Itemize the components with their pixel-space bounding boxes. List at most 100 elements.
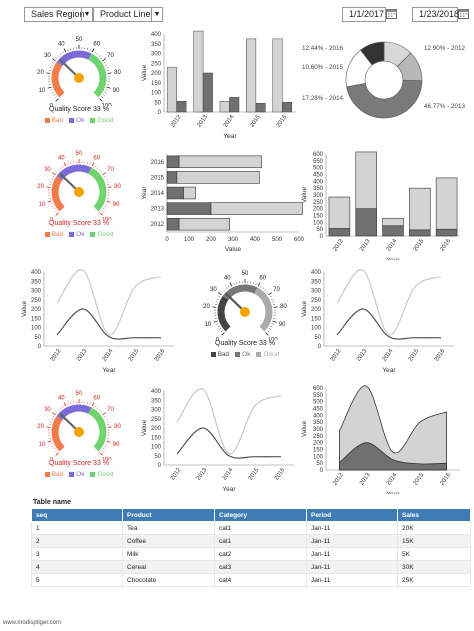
- x-tick-label: 2016: [439, 238, 452, 253]
- x-tick-label: 200: [206, 237, 217, 243]
- bar: [166, 202, 212, 215]
- line-chart: 0 50 100 150 200 250 300 350 400 2012 2013 2014 2015…: [141, 388, 294, 493]
- gauge-tick: [221, 332, 225, 336]
- y-tick-label: 2013: [151, 207, 165, 213]
- y-tick-label: 200: [151, 426, 162, 432]
- start-date-input[interactable]: 1/1/2017: [342, 7, 386, 22]
- gauge-title: Quality Score 33 %: [49, 460, 109, 467]
- cell-seq: 4: [31, 560, 123, 574]
- gauge-tick: [99, 98, 103, 102]
- x-tick-label: 500: [272, 237, 283, 243]
- calendar-icon[interactable]: [458, 8, 469, 19]
- gauge-tick: [106, 181, 109, 183]
- column-header-period[interactable]: Period: [306, 508, 398, 522]
- x-tick-label: 2015: [408, 348, 421, 363]
- legend-item: Bad: [44, 231, 63, 238]
- table-row[interactable]: 1 Tea cat1 Jan-11 20K: [31, 521, 471, 535]
- y-tick-label: 250: [313, 434, 324, 440]
- chevron-down-icon[interactable]: ▼: [81, 8, 92, 21]
- legend-label: Ok: [76, 231, 85, 238]
- gauge-tick: [229, 282, 233, 287]
- y-tick-label: 200: [313, 441, 324, 447]
- legend-swatch: [44, 231, 50, 237]
- x-axis-label: Year: [223, 133, 237, 140]
- sales-region-select[interactable]: Sales Region ▼: [24, 7, 93, 22]
- y-tick-label: 250: [311, 298, 322, 304]
- footer-url[interactable]: www.modisptiger.com: [3, 620, 62, 626]
- table-row[interactable]: 5 Chocolate cat4 Jan-11 25K: [31, 573, 471, 587]
- gauge-tick: [96, 167, 99, 170]
- x-tick-label: 2014: [386, 472, 399, 487]
- gauge-widget: 0102030405060708090100Quality Score 33 %…: [24, 148, 134, 248]
- table-row[interactable]: 2 Coffee cat1 Jan-11 15K: [31, 534, 471, 548]
- column-header-product[interactable]: Product: [122, 508, 215, 522]
- gauge-tick: [51, 445, 54, 448]
- column-header-sales[interactable]: Sales: [397, 508, 471, 522]
- legend-label: Good: [97, 117, 114, 124]
- gauge-tick-label: 30: [44, 53, 51, 59]
- y-tick-label: 500: [313, 400, 324, 406]
- gauge-tick: [105, 203, 108, 205]
- gauge-widget: 0102030405060708090100Quality Score 33 %…: [24, 388, 134, 488]
- x-tick-label: 2015: [413, 238, 426, 253]
- gauge-tick: [70, 402, 72, 405]
- gauge-tick-label: 20: [37, 184, 44, 190]
- gauge-tick: [99, 212, 103, 216]
- gauge-tick: [268, 292, 272, 296]
- sales-region-label: Sales Region: [31, 9, 85, 19]
- y-tick-label: 300: [31, 289, 42, 295]
- legend-item: Good: [90, 471, 113, 478]
- x-tick-label: 0: [165, 237, 169, 243]
- end-date-input[interactable]: 1/23/2018: [412, 7, 459, 22]
- y-tick-label: 400: [311, 270, 322, 276]
- bar: [229, 97, 240, 113]
- cell-seq: 2: [31, 534, 123, 548]
- x-tick-label: 100: [184, 237, 195, 243]
- x-tick-label: 2013: [359, 238, 372, 253]
- gauge-tick: [59, 407, 62, 410]
- gauge-tick-label: 80: [280, 304, 287, 310]
- gauge-tick: [91, 162, 95, 167]
- table-row[interactable]: 3 Milk cat2 Jan-11 5K: [31, 547, 471, 561]
- y-tick-label: 350: [311, 279, 322, 285]
- bar: [166, 66, 177, 113]
- table-row[interactable]: 4 Cereal cat3 Jan-11 30K: [31, 560, 471, 574]
- area-series: [339, 442, 447, 471]
- bar-segment: [328, 196, 351, 229]
- gauge-tick: [107, 72, 112, 74]
- legend-swatch: [69, 117, 75, 123]
- legend-label: Good: [263, 351, 280, 358]
- pie-label: 46.77% - 2013: [424, 103, 465, 110]
- gauge-tick: [55, 171, 58, 173]
- gauge-hub: [74, 73, 84, 83]
- cell-category: cat1: [214, 534, 307, 548]
- gauge-tick: [54, 450, 57, 452]
- gauge-tick: [270, 325, 273, 328]
- cell-product: Tea: [122, 521, 215, 535]
- gauge-tick: [271, 323, 274, 325]
- y-tick-label: 350: [313, 420, 324, 426]
- gauge-tick: [103, 176, 106, 178]
- gauge-tick: [102, 448, 105, 450]
- gauge-tick: [219, 328, 222, 330]
- gauge-tick: [106, 440, 111, 443]
- legend-label: Bad: [217, 351, 230, 358]
- column-header-category[interactable]: Category: [214, 508, 307, 522]
- gauge-tick: [86, 402, 88, 405]
- bar: [246, 38, 257, 113]
- column-header-seq[interactable]: seq: [31, 508, 123, 522]
- calendar-icon[interactable]: [386, 8, 397, 19]
- chevron-down-icon[interactable]: ▼: [151, 8, 162, 21]
- gauge-tick: [223, 289, 226, 291]
- gauge-band: [51, 61, 65, 98]
- product-line-select[interactable]: Product Line ▼: [93, 7, 163, 22]
- y-tick-label: 200: [31, 307, 42, 313]
- y-tick-label: 200: [313, 207, 324, 213]
- legend-item: Bad: [210, 351, 230, 358]
- pie-slice: [346, 80, 423, 119]
- bar-segment: [355, 151, 377, 209]
- y-tick-label: 250: [151, 61, 162, 67]
- legend-swatch: [90, 231, 96, 237]
- y-tick-label: 200: [311, 307, 322, 313]
- bar: [255, 102, 266, 113]
